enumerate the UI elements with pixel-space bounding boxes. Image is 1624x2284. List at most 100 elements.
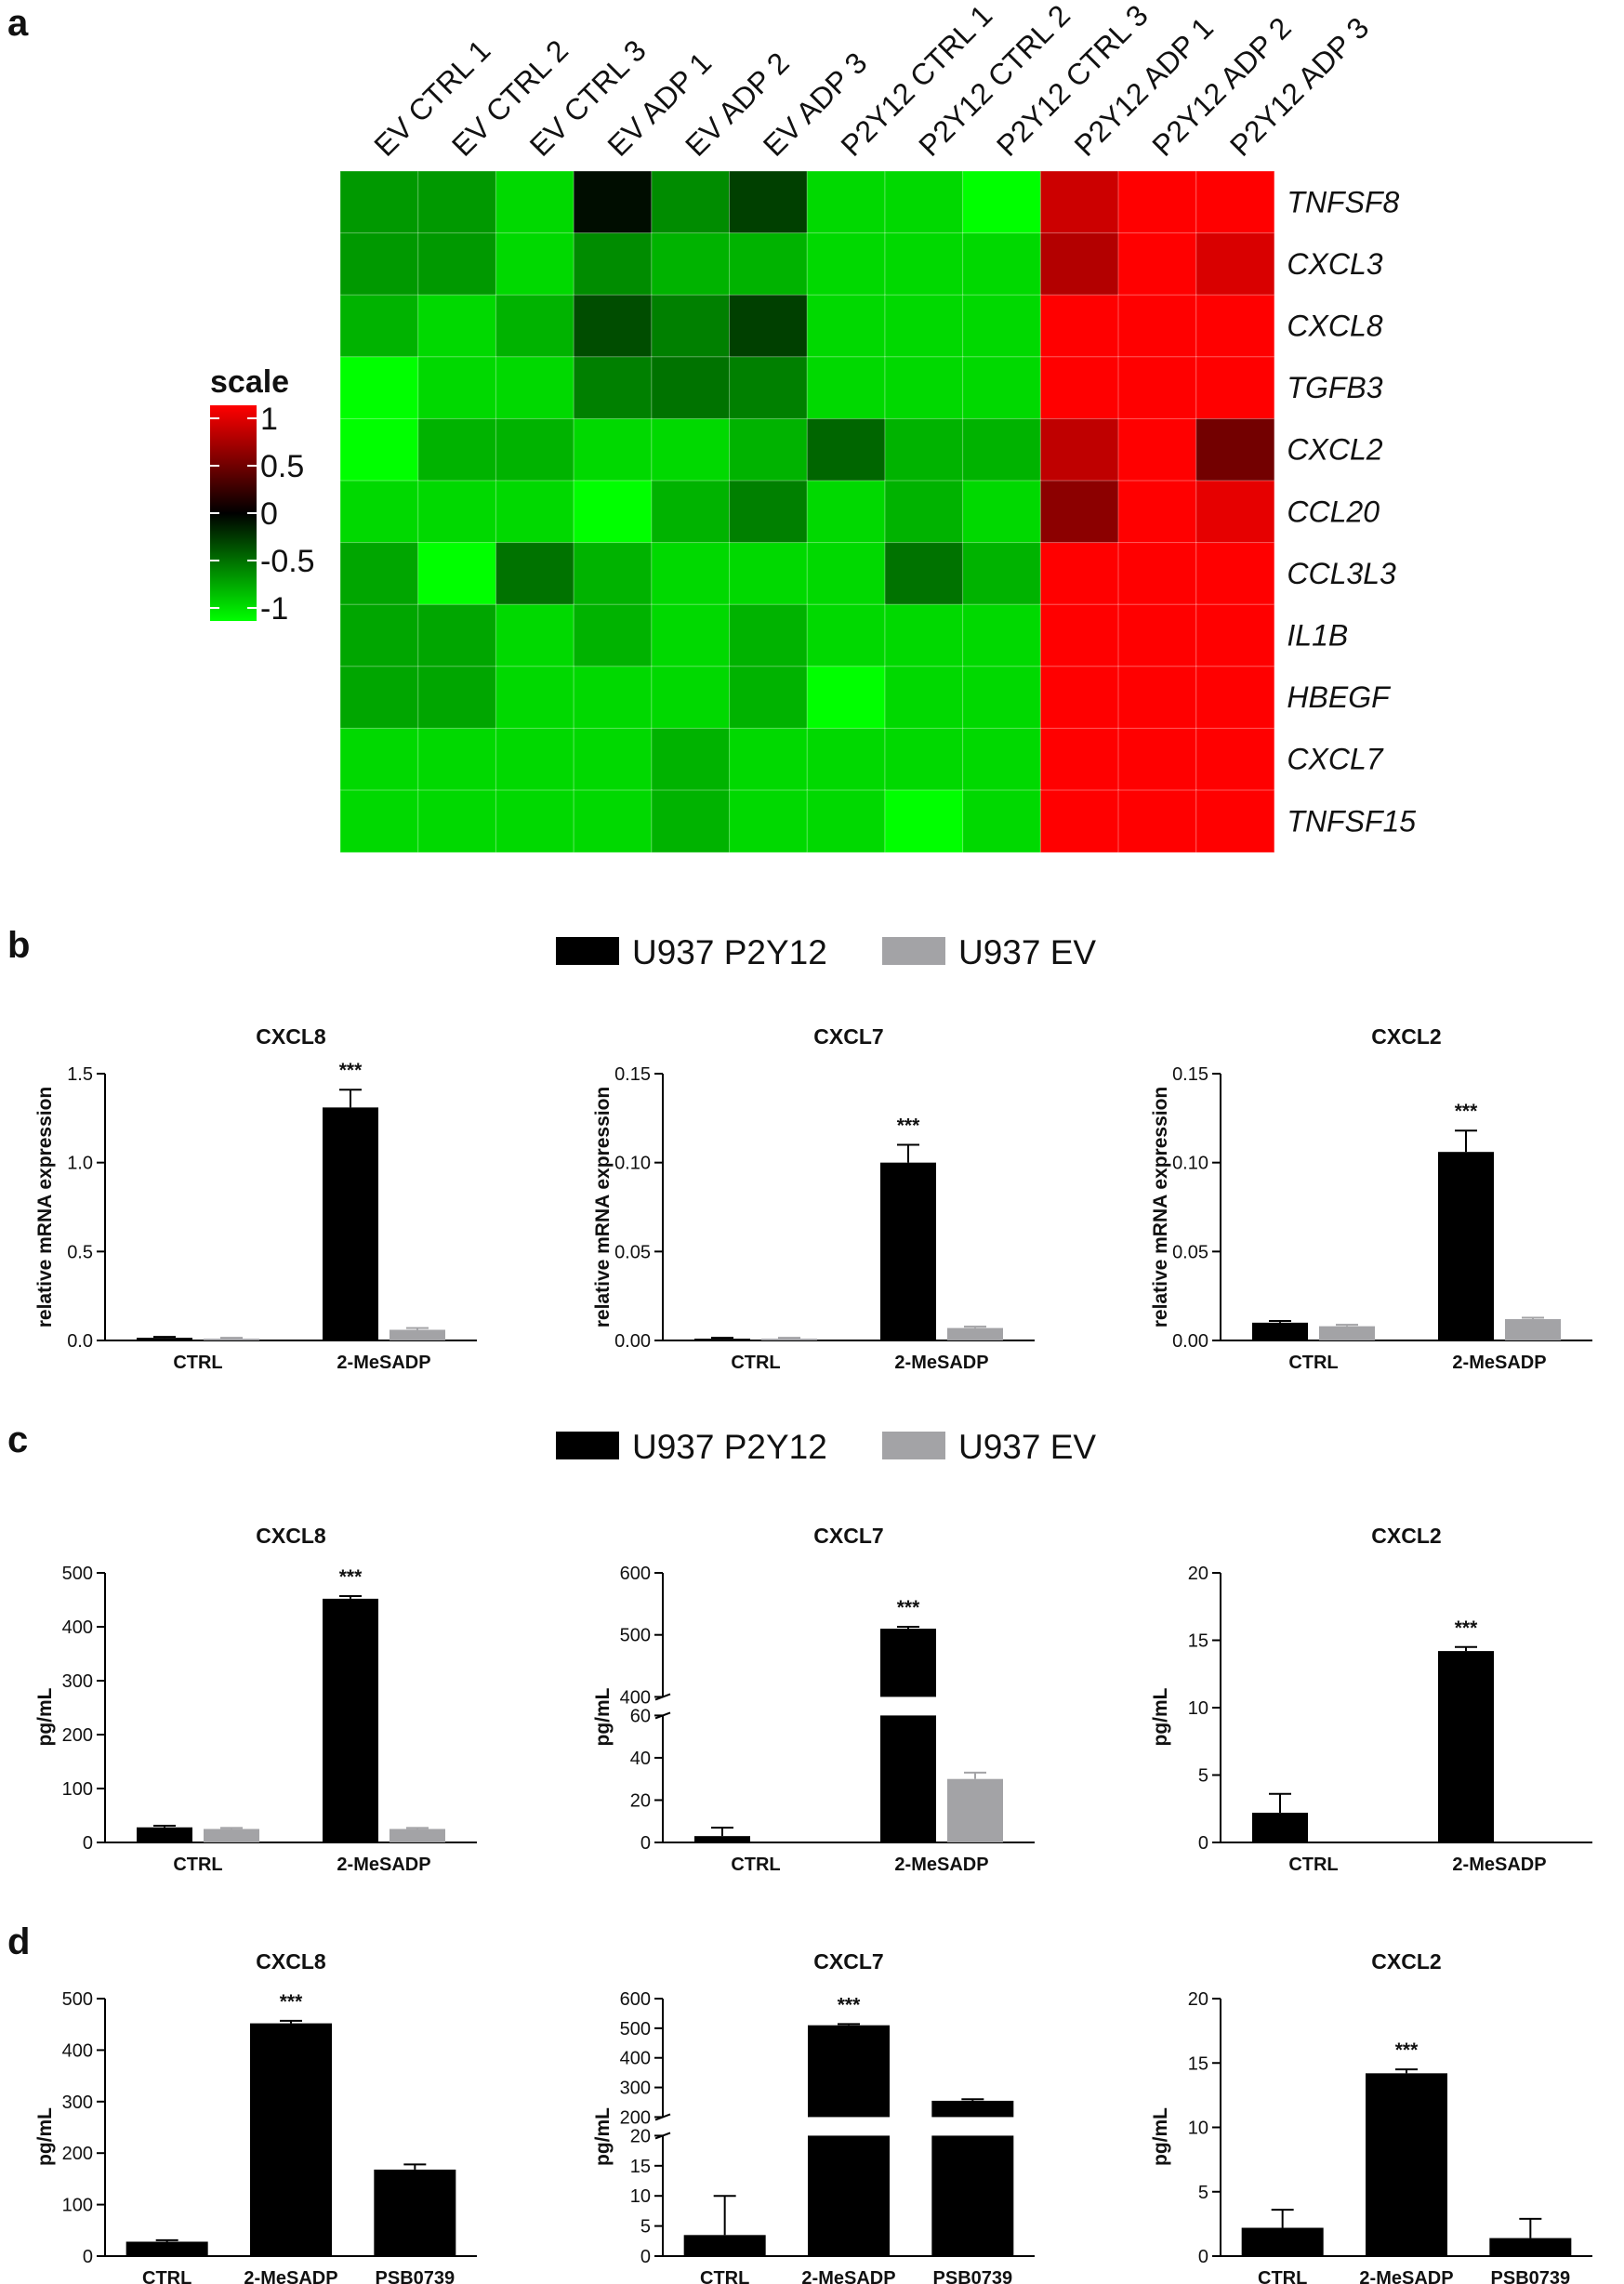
heatmap-cell	[573, 666, 653, 730]
bar	[1252, 1813, 1308, 1842]
heatmap-cell	[1117, 294, 1197, 358]
bar	[694, 1339, 750, 1340]
bar	[808, 2025, 890, 2256]
y-tick-label: 20	[1188, 1989, 1208, 2010]
heatmap-cell	[1039, 603, 1120, 667]
heatmap-cell	[339, 356, 419, 420]
y-tick-label: 1.5	[67, 1064, 93, 1085]
bar-break-gap	[931, 2117, 1015, 2136]
heatmap-cell	[1117, 232, 1197, 297]
chart-title: CXCL2	[1371, 1949, 1441, 1974]
y-tick-label: 15	[630, 2157, 651, 2177]
heatmap-cell	[417, 294, 497, 358]
heatmap-cell	[417, 356, 497, 420]
legend-swatch	[556, 1432, 619, 1459]
heatmap-cell	[962, 666, 1042, 730]
heatmap-cell	[806, 480, 886, 544]
scale-tick-label: 0.5	[260, 449, 304, 484]
bar	[389, 1329, 445, 1340]
y-tick-label: 0.10	[1172, 1154, 1208, 1174]
y-tick-label: 400	[62, 1617, 93, 1638]
heatmap-cell	[884, 356, 964, 420]
bar	[125, 2241, 208, 2256]
chart-title: CXCL7	[813, 1024, 883, 1049]
y-tick-label: 0.05	[614, 1242, 651, 1262]
heatmap-cell	[1195, 480, 1275, 544]
y-tick-label: 0.0	[67, 1331, 93, 1352]
heatmap-cell	[573, 789, 653, 853]
heatmap-cell	[1039, 542, 1120, 606]
heatmap-cell	[1117, 417, 1197, 482]
y-tick-label: 20	[1188, 1564, 1208, 1584]
y-tick-label: 0.15	[1172, 1064, 1208, 1085]
legend-panel-c: U937 P2Y12 U937 EV	[556, 1428, 1096, 1466]
y-tick-label: 0	[640, 2247, 651, 2267]
significance-marker: ***	[838, 1994, 861, 2015]
heatmap-cell	[1039, 480, 1120, 544]
bar	[947, 1327, 1003, 1340]
panel-label-c: c	[7, 1419, 28, 1460]
x-tick-label: 2-MeSADP	[244, 2268, 337, 2284]
heatmap-cell	[1039, 417, 1120, 482]
y-tick-label: 10	[1188, 1698, 1208, 1719]
bar	[250, 2023, 332, 2256]
y-axis-label: relative mRNA expression	[34, 1087, 56, 1328]
bar-charts: 0.0 0.5 1.0 1.5 CXCL8 relative mRNA expressio…	[34, 1024, 1592, 2284]
y-tick-label: 20	[630, 1790, 651, 1811]
heatmap-cell	[495, 356, 575, 420]
heatmap-row-label: CXCL2	[1287, 433, 1382, 467]
heatmap-cell	[339, 480, 419, 544]
x-tick-label: CTRL	[1288, 1855, 1338, 1875]
heatmap-cell	[417, 666, 497, 730]
x-tick-label: 2-MeSADP	[337, 1353, 430, 1373]
x-tick-label: 2-MeSADP	[894, 1855, 988, 1875]
chart-title: CXCL7	[813, 1949, 883, 1974]
y-tick-label: 100	[62, 1779, 93, 1800]
y-tick-label: 15	[1188, 1631, 1208, 1652]
x-tick-label: CTRL	[1258, 2268, 1307, 2284]
bar-chart-b-cxcl2: 0.00 0.05 0.10 0.15 CXCL2 relative mRNA expre…	[1150, 1024, 1592, 1373]
heatmap-cell	[417, 417, 497, 482]
y-tick-label: 500	[620, 2019, 651, 2040]
bar	[1252, 1322, 1308, 1340]
y-tick-label: 200	[62, 1725, 93, 1746]
heatmap-cell	[1117, 603, 1197, 667]
significance-marker: ***	[280, 1991, 303, 2013]
bar	[1366, 2073, 1447, 2256]
heatmap-cell	[1195, 666, 1275, 730]
bar-chart-c-cxcl2: 0 5 10 15 20 CXCL2 pg/mL CTRL 2-MeSADP ***	[1150, 1524, 1592, 1875]
heatmap-cell	[729, 666, 809, 730]
y-tick-label: 0.00	[614, 1331, 651, 1352]
heatmap-cell	[1195, 294, 1275, 358]
y-tick-label: 300	[62, 2093, 93, 2113]
heatmap-cell	[806, 727, 886, 792]
heatmap-row-label: CCL20	[1287, 495, 1380, 528]
heatmap-cell	[884, 542, 964, 606]
panel-label-d: d	[7, 1921, 30, 1962]
heatmap-cell	[339, 417, 419, 482]
heatmap-cell	[1039, 356, 1120, 420]
heatmap-cell	[1039, 294, 1120, 358]
heatmap-cell	[1195, 603, 1275, 667]
heatmap-cell	[1039, 232, 1120, 297]
legend-swatch	[882, 937, 945, 965]
heatmap-cell	[729, 727, 809, 792]
significance-marker: ***	[339, 1566, 363, 1588]
y-tick-label: 20	[630, 2126, 651, 2146]
heatmap-cell	[495, 417, 575, 482]
legend-panel-b: U937 P2Y12 U937 EV	[556, 933, 1096, 971]
heatmap-cell	[495, 480, 575, 544]
y-axis-label: pg/mL	[592, 2107, 614, 2166]
heatmap-cell	[1117, 789, 1197, 853]
heatmap-cell	[651, 542, 731, 606]
heatmap-cell	[495, 603, 575, 667]
bar	[323, 1107, 378, 1340]
heatmap-cell	[1195, 232, 1275, 297]
heatmap-cell	[339, 603, 419, 667]
heatmap-cell	[339, 789, 419, 853]
bar	[1505, 1319, 1561, 1340]
heatmap-cell	[884, 666, 964, 730]
heatmap-cell	[573, 603, 653, 667]
